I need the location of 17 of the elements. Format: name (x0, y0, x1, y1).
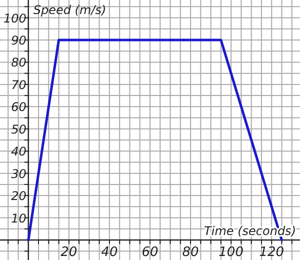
y-tick-label: 100 (3, 11, 27, 26)
y-tick-label: 70 (11, 78, 27, 92)
x-tick-label: 60 (142, 245, 158, 260)
y-tick-label: 20 (11, 189, 27, 204)
y-tick-label: 30 (11, 166, 27, 181)
y-tick-label: 40 (11, 144, 27, 159)
x-tick-label: 120 (259, 245, 284, 260)
y-tick-label: 50 (11, 122, 27, 136)
y-tick-label: 90 (11, 34, 27, 48)
y-axis-title: Speed (m/s) (33, 3, 106, 17)
x-tick-label: 100 (218, 245, 244, 260)
y-tick-label: 80 (11, 56, 27, 70)
x-tick-label: 40 (101, 245, 118, 260)
x-tick-label: 80 (182, 245, 199, 260)
y-tick-label: 10 (11, 211, 27, 226)
y-tick-label: 60 (11, 100, 27, 114)
x-tick-label: 20 (60, 245, 78, 260)
